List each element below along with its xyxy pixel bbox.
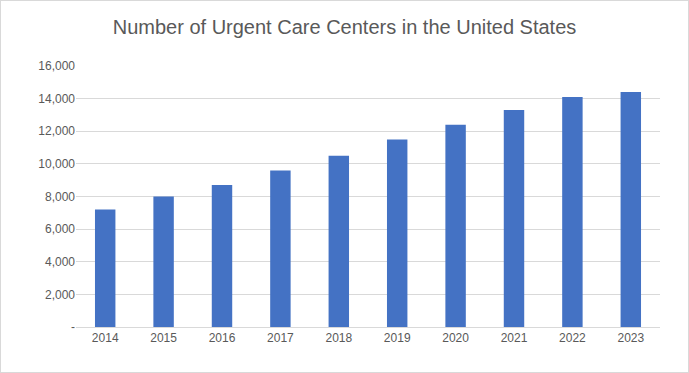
- svg-text:2020: 2020: [442, 331, 469, 345]
- svg-text:2019: 2019: [384, 331, 411, 345]
- svg-text:2017: 2017: [267, 331, 294, 345]
- svg-text:2015: 2015: [150, 331, 177, 345]
- svg-text:14,000: 14,000: [38, 92, 75, 106]
- svg-text:2021: 2021: [501, 331, 528, 345]
- svg-text:6,000: 6,000: [45, 222, 75, 236]
- svg-text:8,000: 8,000: [45, 190, 75, 204]
- svg-text:2023: 2023: [617, 331, 644, 345]
- svg-text:10,000: 10,000: [38, 157, 75, 171]
- svg-text:16,000: 16,000: [38, 59, 75, 73]
- svg-text:12,000: 12,000: [38, 124, 75, 138]
- svg-text:4,000: 4,000: [45, 255, 75, 269]
- svg-text:2016: 2016: [209, 331, 236, 345]
- svg-text:-: -: [71, 320, 75, 334]
- svg-text:Number of Urgent Care Centers: Number of Urgent Care Centers in the Uni…: [113, 16, 577, 38]
- svg-text:2018: 2018: [325, 331, 352, 345]
- svg-text:2,000: 2,000: [45, 288, 75, 302]
- svg-text:2022: 2022: [559, 331, 586, 345]
- svg-text:2014: 2014: [92, 331, 119, 345]
